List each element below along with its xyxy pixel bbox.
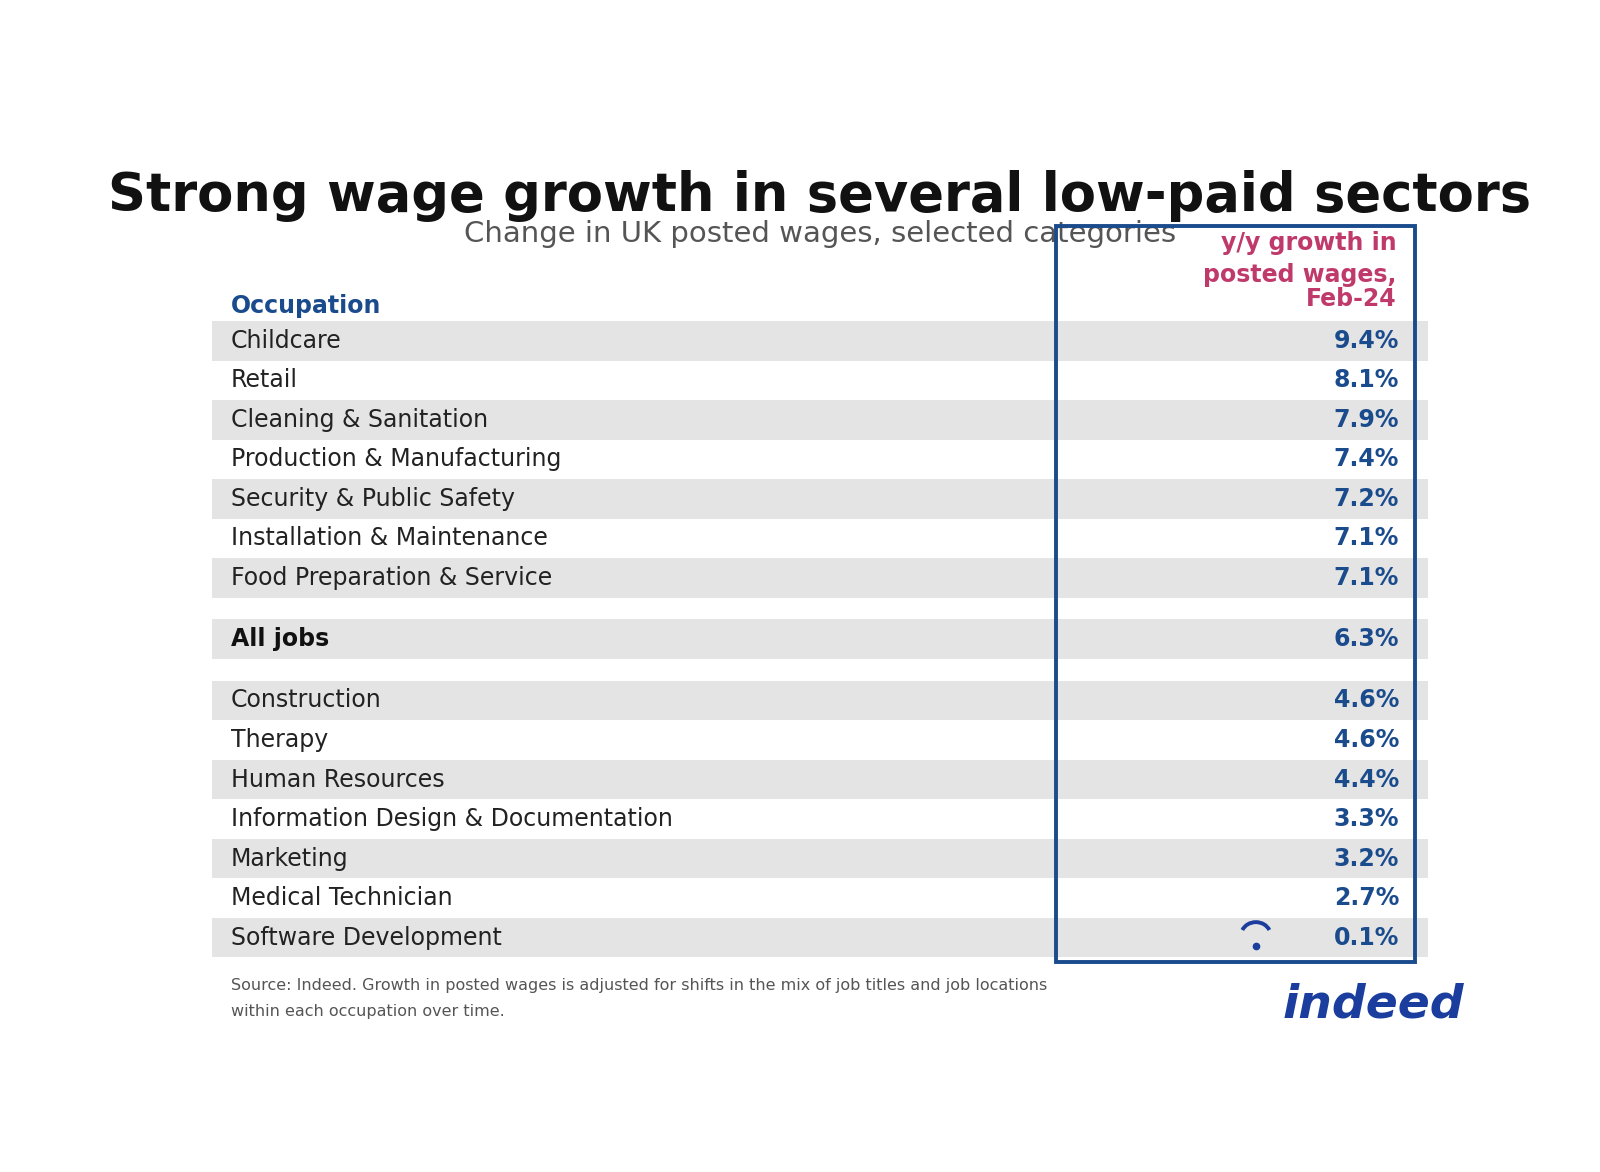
Text: indeed: indeed bbox=[1283, 982, 1464, 1028]
Bar bbox=[213, 620, 1427, 659]
Text: 4.6%: 4.6% bbox=[1334, 728, 1398, 752]
Text: Change in UK posted wages, selected categories: Change in UK posted wages, selected cate… bbox=[464, 220, 1176, 248]
Text: 7.4%: 7.4% bbox=[1334, 448, 1398, 471]
Text: 7.1%: 7.1% bbox=[1334, 526, 1398, 551]
Text: Food Preparation & Service: Food Preparation & Service bbox=[230, 566, 552, 590]
Text: 8.1%: 8.1% bbox=[1334, 368, 1398, 393]
Text: All jobs: All jobs bbox=[230, 627, 330, 652]
Text: Feb-24: Feb-24 bbox=[1306, 287, 1397, 311]
Text: Retail: Retail bbox=[230, 368, 298, 393]
Text: 0.1%: 0.1% bbox=[1334, 926, 1398, 949]
Text: Construction: Construction bbox=[230, 688, 382, 713]
Text: Occupation: Occupation bbox=[230, 294, 381, 318]
Text: y/y growth in
posted wages,: y/y growth in posted wages, bbox=[1203, 231, 1397, 287]
Bar bbox=[213, 321, 1427, 361]
Text: Medical Technician: Medical Technician bbox=[230, 886, 453, 911]
Text: 4.6%: 4.6% bbox=[1334, 688, 1398, 713]
Bar bbox=[213, 400, 1427, 440]
Text: 9.4%: 9.4% bbox=[1334, 329, 1398, 353]
Bar bbox=[213, 681, 1427, 721]
Bar bbox=[213, 759, 1427, 799]
Bar bbox=[213, 479, 1427, 519]
Text: 7.9%: 7.9% bbox=[1333, 408, 1398, 432]
Text: 7.1%: 7.1% bbox=[1334, 566, 1398, 590]
Text: 3.2%: 3.2% bbox=[1334, 846, 1398, 871]
Text: Security & Public Safety: Security & Public Safety bbox=[230, 486, 515, 511]
Text: Cleaning & Sanitation: Cleaning & Sanitation bbox=[230, 408, 488, 432]
Bar bbox=[213, 839, 1427, 878]
Text: Childcare: Childcare bbox=[230, 329, 342, 353]
Text: Human Resources: Human Resources bbox=[230, 768, 445, 791]
Text: Therapy: Therapy bbox=[230, 728, 328, 752]
Text: 3.3%: 3.3% bbox=[1333, 808, 1398, 831]
Text: 6.3%: 6.3% bbox=[1333, 627, 1398, 652]
Text: Production & Manufacturing: Production & Manufacturing bbox=[230, 448, 562, 471]
Text: Strong wage growth in several low-paid sectors: Strong wage growth in several low-paid s… bbox=[109, 170, 1531, 222]
Text: Software Development: Software Development bbox=[230, 926, 502, 949]
Text: Marketing: Marketing bbox=[230, 846, 349, 871]
Bar bbox=[213, 918, 1427, 958]
Text: 7.2%: 7.2% bbox=[1334, 486, 1398, 511]
Text: Installation & Maintenance: Installation & Maintenance bbox=[230, 526, 547, 551]
Text: Source: Indeed. Growth in posted wages is adjusted for shifts in the mix of job : Source: Indeed. Growth in posted wages i… bbox=[230, 979, 1048, 1018]
Text: Information Design & Documentation: Information Design & Documentation bbox=[230, 808, 674, 831]
Bar bbox=[213, 558, 1427, 598]
Bar bbox=[1056, 226, 1414, 962]
Text: 4.4%: 4.4% bbox=[1334, 768, 1398, 791]
Text: 2.7%: 2.7% bbox=[1334, 886, 1398, 911]
